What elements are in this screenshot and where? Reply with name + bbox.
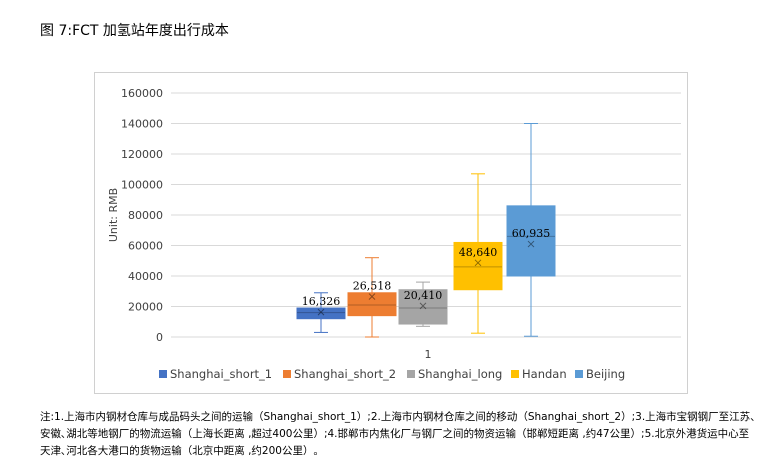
box-Shanghai_short_1: [296, 307, 346, 320]
footnote-line: 安徽､湖北等地钢厂的物流运输（上海长距离 ,超过400公里）;4.邯郸市内焦化厂…: [40, 428, 750, 440]
legend-label: Shanghai_short_2: [294, 367, 396, 381]
mean-marker: [419, 302, 427, 310]
mean-data-label: 48,640: [459, 246, 498, 259]
chart-title: 跨路线: [344, 73, 383, 75]
y-tick-label: 40000: [128, 270, 163, 283]
y-tick-label: 0: [156, 331, 163, 344]
y-tick-label: 100000: [121, 179, 163, 192]
footnote-line: 天津､河北各大港口的货物运输（北京中距离 ,约200公里）｡: [40, 445, 319, 457]
y-tick-label: 60000: [128, 240, 163, 253]
box-Shanghai_long: [398, 289, 448, 325]
legend-swatch: [575, 370, 583, 378]
legend-swatch: [407, 370, 415, 378]
legend-label: Beijing: [586, 367, 625, 381]
legend-swatch: [511, 370, 519, 378]
mean-marker: [474, 259, 482, 267]
y-tick-label: 160000: [121, 87, 163, 100]
y-tick-label: 20000: [128, 301, 163, 314]
y-axis-label: Unit: RMB: [107, 188, 120, 242]
legend-label: Shanghai_short_1: [170, 367, 272, 381]
box-Handan: [453, 241, 503, 291]
legend-swatch: [283, 370, 291, 378]
chart-frame: 跨路线 0 20000 40000 60000 80000 100000 120000 1400…: [94, 72, 688, 394]
mean-data-label: 60,935: [512, 227, 551, 240]
legend-swatch: [159, 370, 167, 378]
mean-marker: [527, 240, 535, 248]
y-tick-label: 140000: [121, 118, 163, 131]
footnotes: 注:1.上海市内钢材仓库与成品码头之间的运输（Shanghai_short_1）…: [40, 409, 770, 460]
box-Shanghai_short_2: [347, 292, 397, 317]
mean-marker: [368, 293, 376, 300]
y-tick-label: 120000: [121, 148, 163, 161]
mean-marker: [317, 308, 325, 316]
mean-data-label: 20,410: [404, 289, 443, 302]
footnote-line: 注:1.上海市内钢材仓库与成品码头之间的运输（Shanghai_short_1）…: [40, 411, 761, 423]
y-tick-label: 80000: [128, 209, 163, 222]
x-tick-label: 1: [425, 348, 432, 361]
box-plot-chart: 跨路线 0 20000 40000 60000 80000 100000 120000 1400…: [107, 73, 681, 381]
mean-data-label: 26,518: [353, 280, 392, 293]
legend-label: Handan: [522, 367, 567, 381]
box-Beijing: [506, 205, 556, 277]
mean-data-label: 16,326: [302, 295, 341, 308]
figure-title: 图 7:FCT 加氢站年度出行成本: [40, 23, 229, 39]
legend-label: Shanghai_long: [418, 367, 502, 381]
